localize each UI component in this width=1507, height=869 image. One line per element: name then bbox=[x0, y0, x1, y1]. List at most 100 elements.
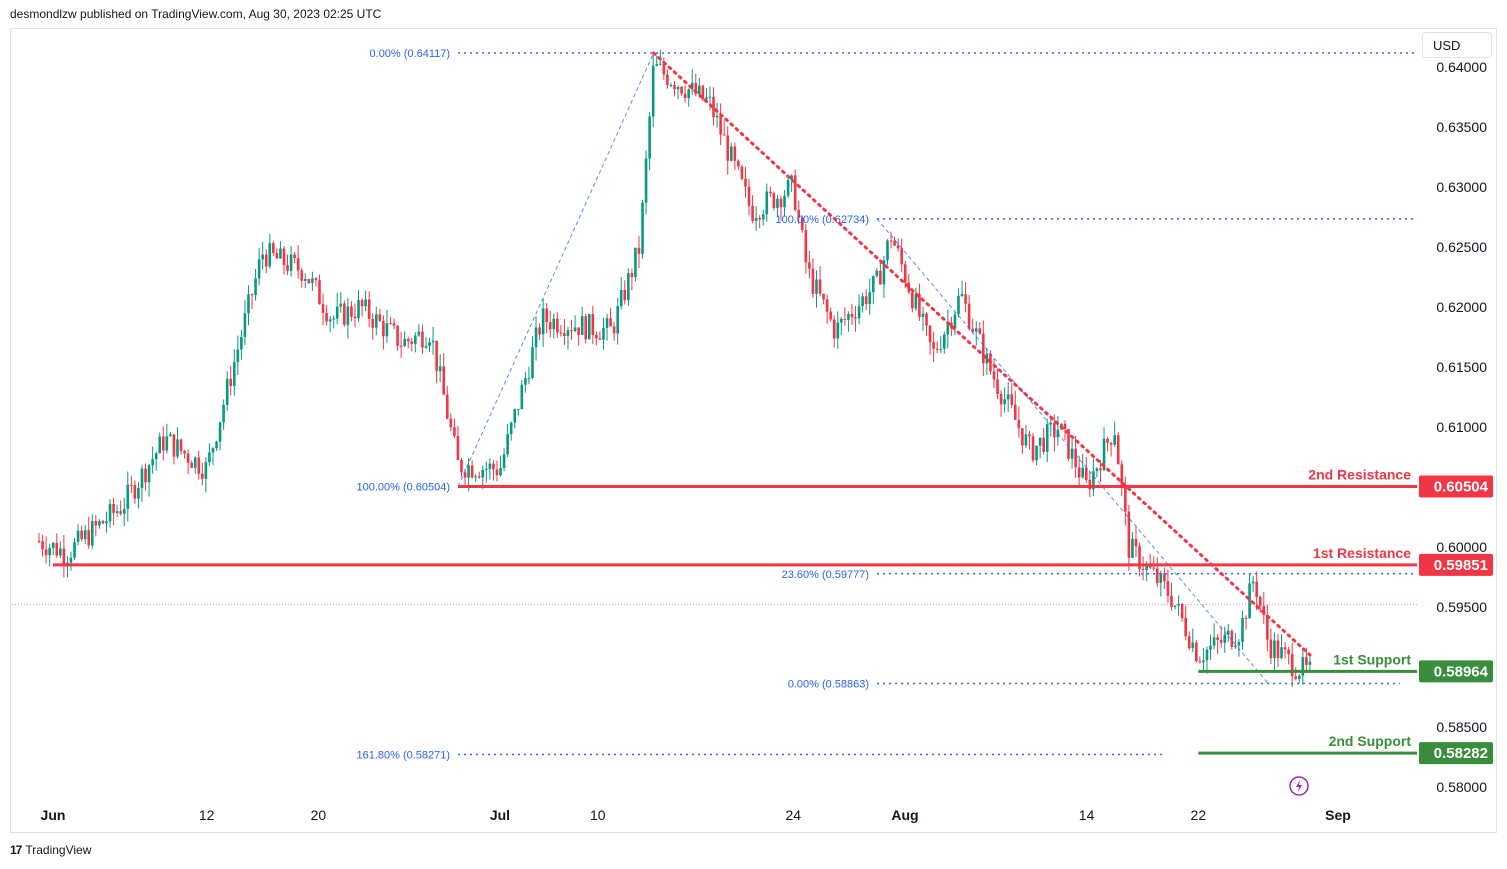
candle-body bbox=[793, 175, 797, 210]
candle-body bbox=[488, 463, 492, 469]
candle-body bbox=[800, 217, 804, 231]
candle-body bbox=[534, 327, 538, 348]
candle-body bbox=[357, 300, 360, 319]
candle-body bbox=[229, 378, 233, 386]
candle-body bbox=[485, 468, 488, 470]
candle-body bbox=[992, 371, 996, 380]
lightning-icon[interactable] bbox=[1289, 776, 1309, 796]
tradingview-brand[interactable]: 17 TradingView bbox=[10, 843, 91, 857]
candle-body bbox=[272, 243, 275, 253]
candle-body bbox=[463, 472, 467, 478]
candle-body bbox=[1276, 640, 1280, 659]
level-label: 1st Resistance bbox=[1313, 545, 1411, 561]
candle-body bbox=[492, 463, 495, 470]
candle-body bbox=[115, 511, 119, 514]
currency-selector[interactable]: USD bbox=[1422, 32, 1492, 58]
candle-body bbox=[382, 320, 385, 337]
candle-body bbox=[538, 327, 541, 335]
candle-body bbox=[1113, 435, 1116, 445]
candle-body bbox=[513, 409, 517, 423]
candle-body bbox=[577, 327, 580, 335]
candle-body bbox=[311, 278, 314, 284]
candle-body bbox=[548, 322, 552, 330]
candle-body bbox=[1099, 468, 1102, 471]
price-tag bbox=[1419, 742, 1493, 765]
candle-body bbox=[1088, 479, 1092, 490]
chart-frame[interactable] bbox=[10, 28, 1497, 833]
candle-body bbox=[1166, 581, 1170, 596]
candle-body bbox=[48, 547, 51, 556]
candle-body bbox=[524, 378, 527, 385]
candle-body bbox=[1237, 642, 1241, 646]
candle-body bbox=[815, 279, 818, 294]
candle-body bbox=[66, 562, 69, 564]
candle-body bbox=[570, 330, 573, 332]
candle-body bbox=[999, 393, 1003, 405]
candle-body bbox=[740, 166, 744, 179]
candle-body bbox=[1163, 573, 1166, 582]
candle-body bbox=[580, 316, 584, 335]
candle-body bbox=[172, 434, 176, 457]
candle-body bbox=[165, 436, 169, 451]
candle-body bbox=[410, 341, 414, 344]
candle-body bbox=[829, 311, 832, 320]
x-tick-label: Aug bbox=[891, 807, 918, 823]
candle-body bbox=[438, 366, 442, 372]
candle-body bbox=[836, 322, 840, 339]
candle-body bbox=[289, 254, 293, 271]
candle-body bbox=[254, 278, 257, 296]
candle-body bbox=[733, 146, 737, 161]
candle-body bbox=[712, 96, 715, 118]
candle-body bbox=[325, 312, 328, 322]
candle-body bbox=[690, 82, 694, 90]
candle-body bbox=[130, 484, 133, 486]
candle-body bbox=[112, 503, 115, 514]
brand-name: TradingView bbox=[25, 843, 92, 857]
candle-body bbox=[208, 452, 211, 463]
candle-body bbox=[687, 89, 690, 99]
x-tick-label: 24 bbox=[785, 807, 801, 823]
candle-body bbox=[808, 262, 811, 269]
candle-body bbox=[1280, 647, 1283, 659]
candle-body bbox=[744, 178, 747, 187]
candle-body bbox=[477, 476, 481, 478]
y-tick-label: 0.62500 bbox=[1436, 239, 1487, 255]
candle-body bbox=[62, 548, 66, 564]
candle-body bbox=[761, 214, 765, 220]
candle-body bbox=[1283, 647, 1287, 650]
candle-body bbox=[871, 275, 875, 293]
candle-body bbox=[360, 300, 364, 307]
candle-body bbox=[509, 422, 513, 435]
candle-body bbox=[211, 448, 215, 453]
candle-body bbox=[456, 435, 460, 461]
candle-body bbox=[974, 328, 978, 332]
candle-body bbox=[431, 340, 435, 343]
candle-body bbox=[637, 247, 641, 254]
candle-body bbox=[942, 334, 946, 349]
downtrend-line bbox=[652, 51, 1312, 657]
candle-body bbox=[971, 328, 974, 332]
candle-body bbox=[641, 202, 644, 254]
candle-body bbox=[595, 334, 598, 339]
candle-body bbox=[765, 191, 769, 215]
candle-body bbox=[417, 331, 421, 336]
candle-body bbox=[612, 326, 616, 334]
candle-body bbox=[982, 333, 985, 364]
candle-body bbox=[587, 313, 591, 340]
fib-level-label: 161.80% (0.58271) bbox=[356, 749, 450, 761]
x-tick-label: 10 bbox=[590, 807, 606, 823]
candle-body bbox=[350, 306, 353, 317]
candle-body bbox=[1241, 617, 1244, 643]
candle-body bbox=[403, 338, 406, 347]
candle-body bbox=[499, 467, 502, 476]
candle-body bbox=[726, 135, 730, 161]
candle-body bbox=[467, 465, 470, 478]
y-tick-label: 0.58500 bbox=[1436, 719, 1487, 735]
candle-body bbox=[772, 193, 776, 209]
candle-body bbox=[1195, 642, 1198, 662]
candle-body bbox=[985, 353, 989, 364]
candle-body bbox=[1294, 676, 1298, 679]
candle-body bbox=[371, 318, 375, 328]
x-tick-label: Jul bbox=[490, 807, 510, 823]
